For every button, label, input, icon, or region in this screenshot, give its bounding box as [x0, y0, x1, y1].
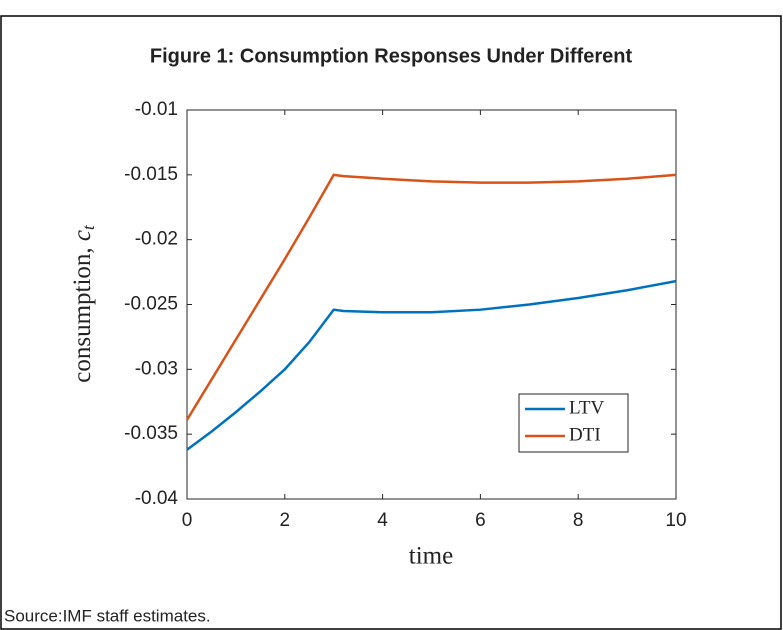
legend-label: DTI — [569, 424, 601, 445]
legend-box — [518, 393, 629, 453]
series-line — [186, 279, 677, 451]
x-tick-label: 10 — [665, 510, 686, 531]
y-tick-label: -0.01 — [135, 99, 178, 120]
x-axis-label: time — [409, 543, 453, 570]
source-note: Source:IMF staff estimates. — [4, 606, 211, 625]
figure-frame — [0, 15, 782, 630]
y-tick-label: -0.025 — [124, 294, 178, 315]
y-label-symbol: c — [69, 230, 96, 241]
y-label-text: consumption, — [69, 247, 96, 382]
x-tick-label: 0 — [182, 510, 193, 531]
y-tick-label: -0.03 — [135, 358, 178, 379]
y-tick-label: -0.02 — [135, 229, 178, 250]
y-tick-label: -0.04 — [135, 488, 179, 509]
x-tick-label: 4 — [377, 510, 388, 531]
y-tick-label: -0.035 — [124, 423, 178, 444]
y-tick-label: -0.015 — [124, 164, 178, 185]
x-tick-label: 2 — [280, 510, 291, 531]
y-label-subscript: t — [79, 224, 98, 230]
chart-title: Figure 1: Consumption Responses Under Di… — [150, 45, 633, 67]
legend-label: LTV — [569, 397, 604, 418]
series-line — [185, 173, 677, 421]
y-axis-label: consumption, ct — [69, 224, 98, 383]
x-tick-label: 8 — [573, 510, 584, 531]
x-tick-label: 6 — [475, 510, 486, 531]
